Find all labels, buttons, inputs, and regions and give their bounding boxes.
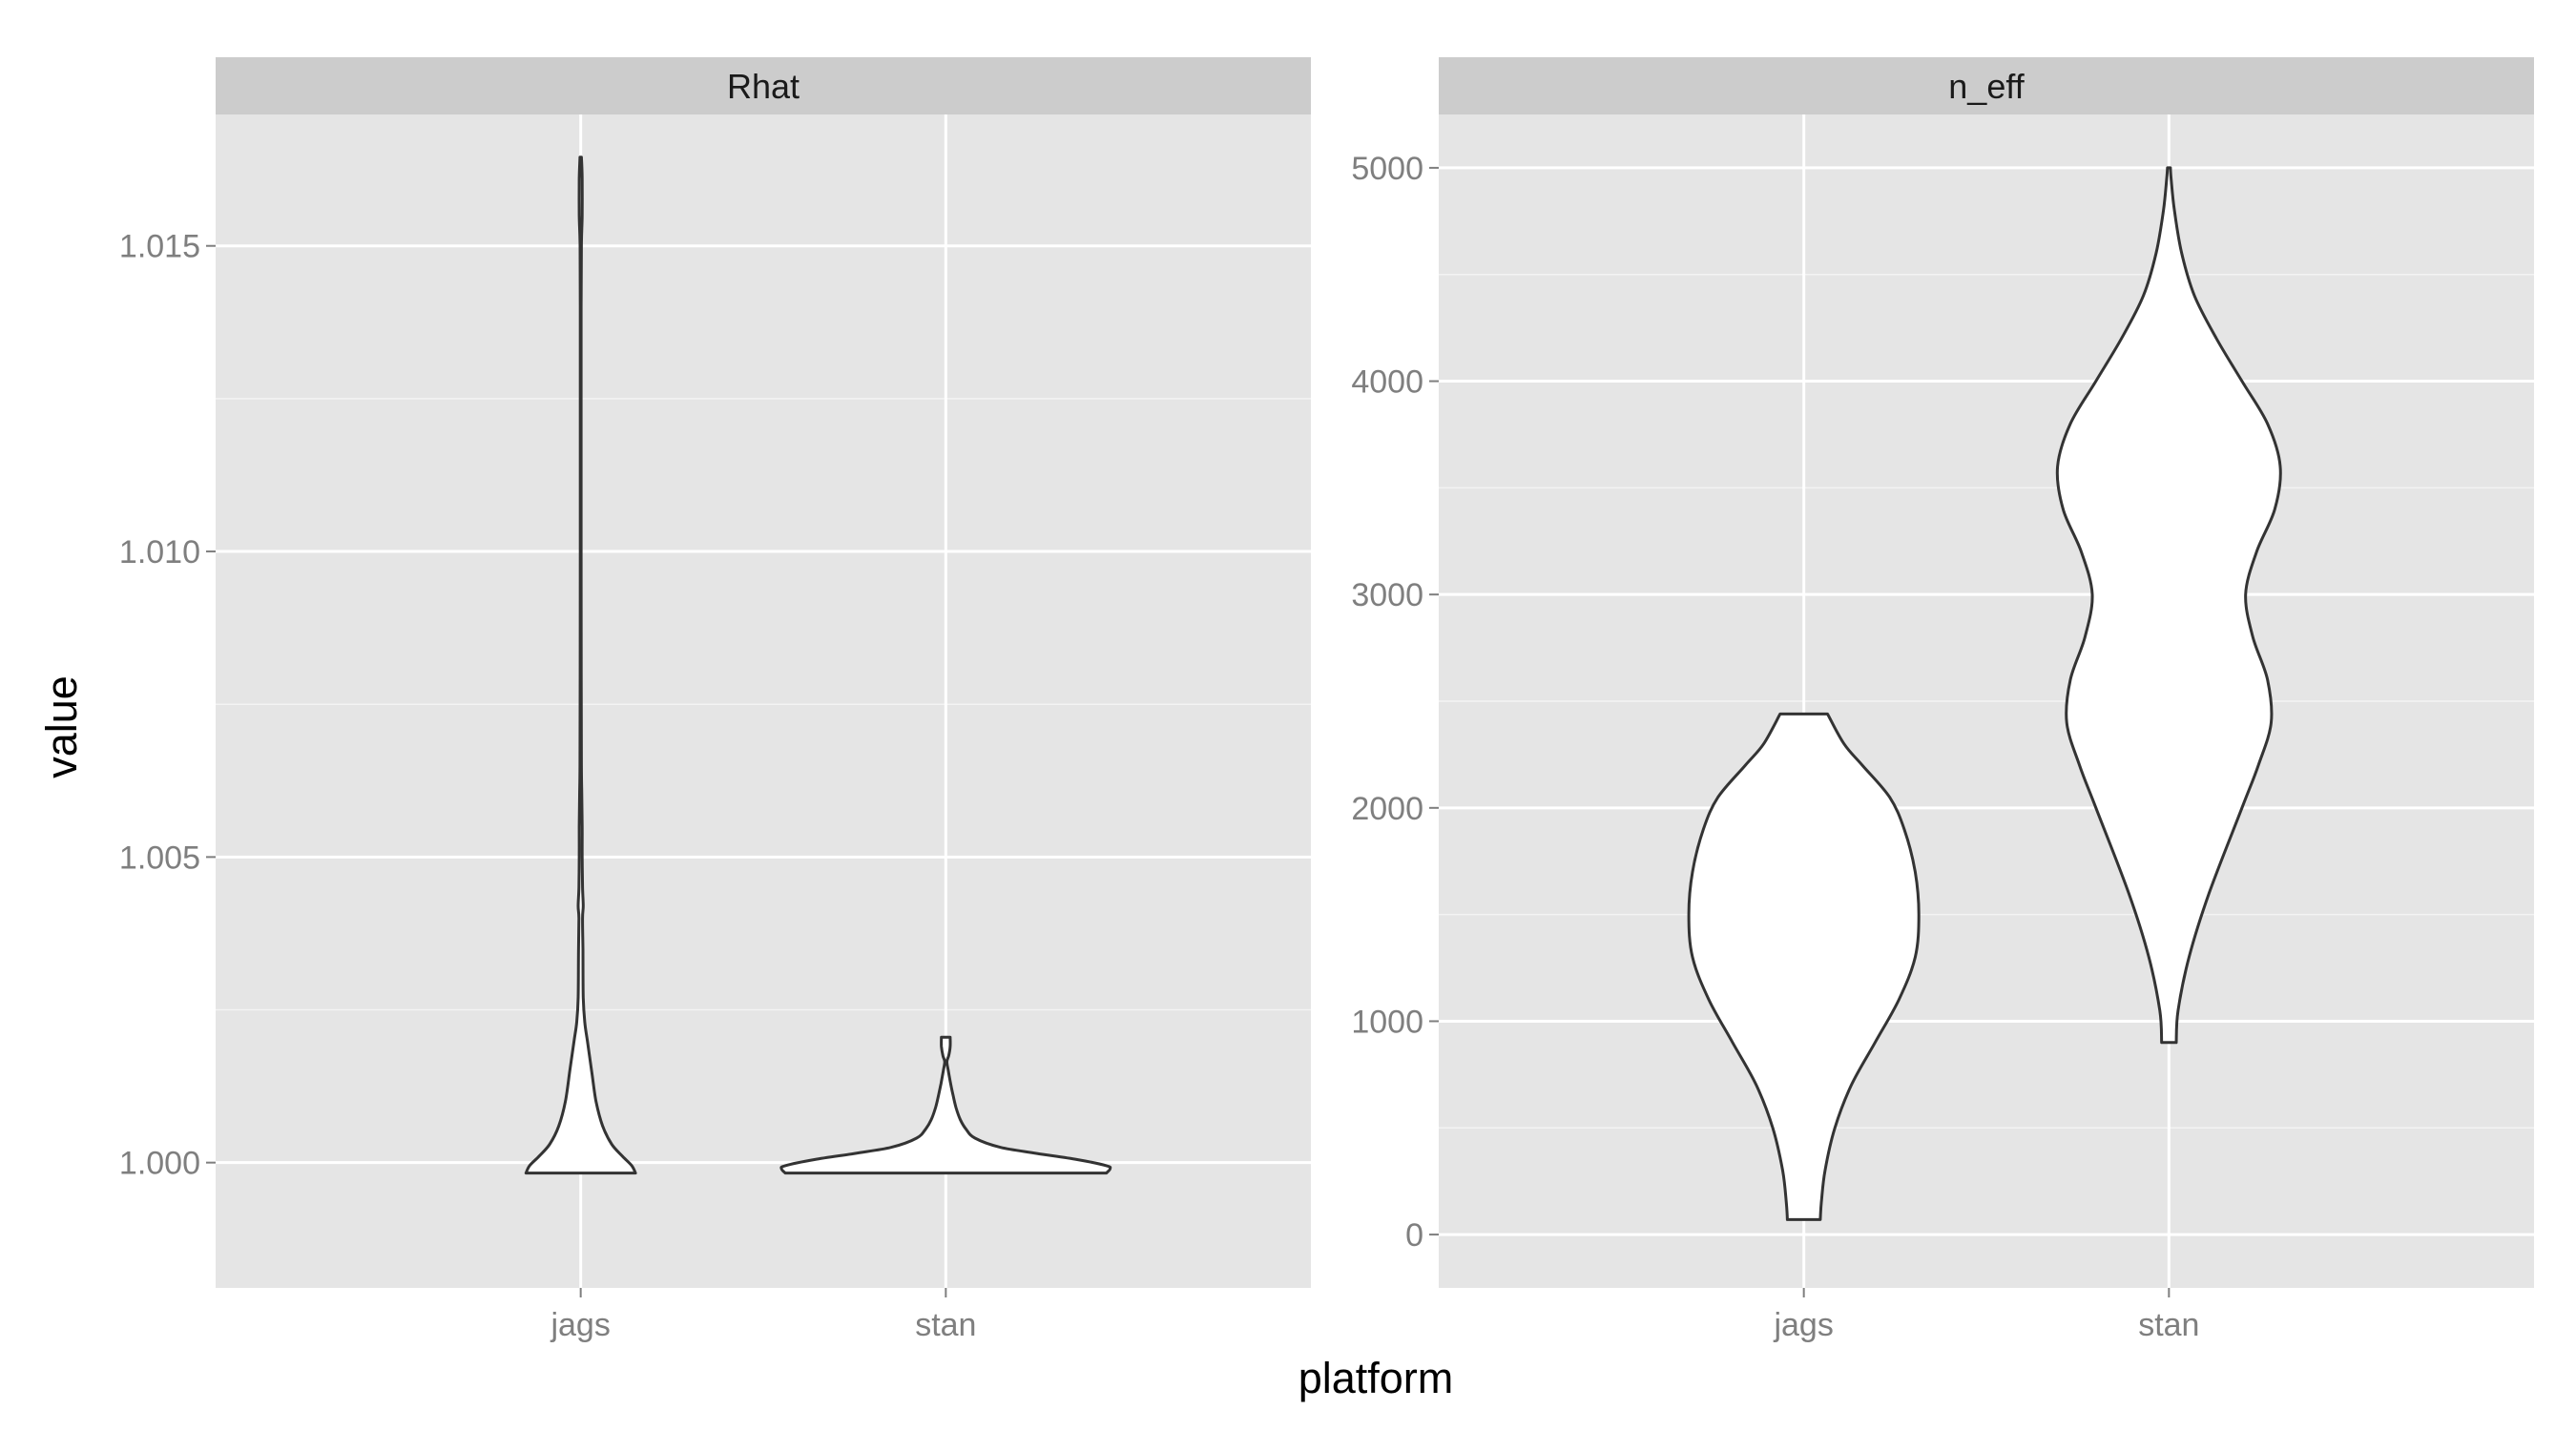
strip-n_eff bbox=[1439, 57, 2534, 114]
x-tick-label-stan: stan bbox=[915, 1307, 976, 1343]
y-tick-label: 1.015 bbox=[119, 229, 200, 265]
violin-Rhat-jags bbox=[524, 156, 637, 1175]
strip-label-Rhat: Rhat bbox=[727, 67, 800, 106]
facet-n_eff: n_eff 0 1000 2000 3000 4000 5000 jags stan bbox=[1351, 57, 2534, 1343]
violin-n_eff-stan bbox=[2055, 166, 2282, 1045]
x-tick-label-jags: jags bbox=[550, 1307, 610, 1343]
y-tick-label: 1.010 bbox=[119, 534, 200, 570]
y-tick-label: 5000 bbox=[1351, 151, 1423, 187]
facet-panels: Rhat 1.000 1.005 1.010 1.015 jags stan n_eff 0 10… bbox=[119, 57, 2534, 1343]
x-tick-label-jags: jags bbox=[1773, 1307, 1833, 1343]
strip-label-n_eff: n_eff bbox=[1948, 67, 2025, 106]
y-tick-label: 1000 bbox=[1351, 1004, 1423, 1040]
y-tick-label: 1.000 bbox=[119, 1146, 200, 1182]
violin-Rhat-stan bbox=[779, 1035, 1112, 1175]
y-tick-label: 4000 bbox=[1351, 364, 1423, 401]
y-axis-title: value bbox=[37, 675, 86, 778]
facet-Rhat: Rhat 1.000 1.005 1.010 1.015 jags stan bbox=[119, 57, 1311, 1343]
panel-bg-Rhat bbox=[216, 114, 1311, 1288]
x-axis-title: platform bbox=[1298, 1354, 1454, 1402]
x-tick-label-stan: stan bbox=[2138, 1307, 2199, 1343]
strip-Rhat bbox=[216, 57, 1311, 114]
y-tick-label: 1.005 bbox=[119, 840, 200, 876]
y-tick-label: 3000 bbox=[1351, 577, 1423, 613]
y-tick-label: 2000 bbox=[1351, 791, 1423, 827]
violin-n_eff-jags bbox=[1687, 712, 1921, 1221]
y-tick-label: 0 bbox=[1405, 1217, 1423, 1254]
